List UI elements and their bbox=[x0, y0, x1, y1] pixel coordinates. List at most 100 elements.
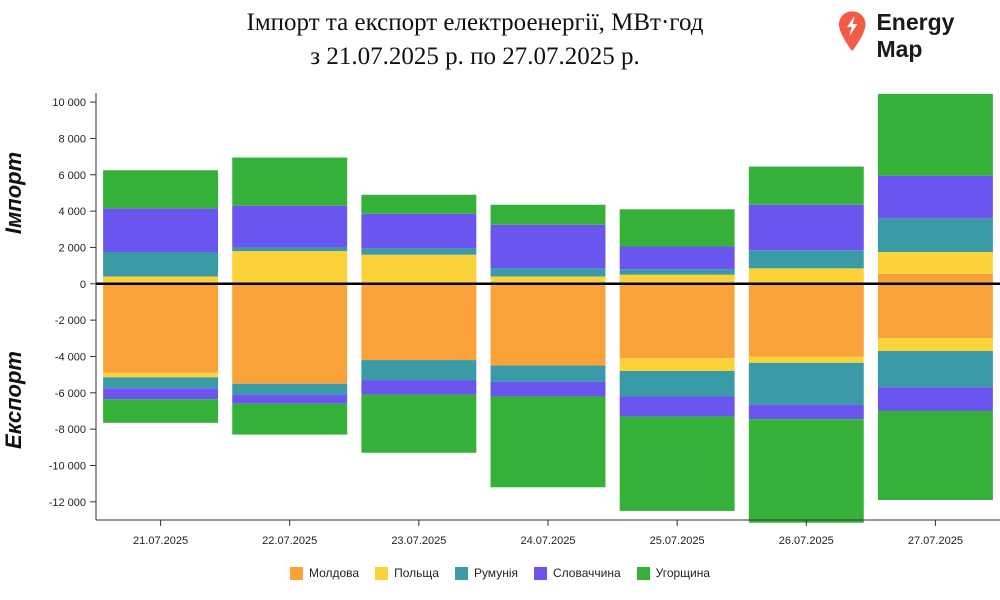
y-axis: 10 000 8 000 6 000 4 000 2 000 0 -2 000 -4 000 -… bbox=[49, 93, 97, 520]
legend-label: Словаччина bbox=[552, 566, 621, 580]
y-tick-label: 2 000 bbox=[58, 242, 86, 254]
bar-import[interactable] bbox=[877, 251, 993, 274]
bar-export[interactable] bbox=[490, 381, 606, 397]
bar-import[interactable] bbox=[103, 208, 219, 252]
bar-export[interactable] bbox=[103, 388, 219, 400]
legend-label: Молдова bbox=[308, 566, 360, 580]
bar-export[interactable] bbox=[877, 351, 993, 388]
bar-export[interactable] bbox=[877, 283, 993, 339]
bar-import[interactable] bbox=[490, 268, 606, 277]
bar-export[interactable] bbox=[619, 396, 735, 417]
legend-swatch bbox=[289, 566, 303, 580]
bar-import[interactable] bbox=[877, 218, 993, 252]
bar-export[interactable] bbox=[490, 396, 606, 488]
bar-export[interactable] bbox=[619, 283, 735, 359]
bar-export[interactable] bbox=[619, 371, 735, 397]
bar-export[interactable] bbox=[748, 356, 864, 363]
bar-import[interactable] bbox=[490, 224, 606, 269]
chart-title-line-2: з 21.07.2025 р. по 27.07.2025 р. bbox=[310, 43, 640, 70]
bar-import[interactable] bbox=[490, 276, 606, 284]
bar-export[interactable] bbox=[619, 358, 735, 372]
y-tick-label: -12 000 bbox=[49, 497, 86, 509]
y-tick-label: -8 000 bbox=[55, 424, 86, 436]
bar-import[interactable] bbox=[361, 213, 477, 249]
bar-export[interactable] bbox=[103, 377, 219, 389]
bar-import[interactable] bbox=[490, 204, 606, 225]
y-tick-label: 0 bbox=[80, 279, 86, 291]
legend-swatch bbox=[454, 566, 468, 580]
bar-export[interactable] bbox=[232, 403, 348, 435]
import-axis-label: Імпорт bbox=[1, 152, 26, 234]
bar-import[interactable] bbox=[748, 250, 864, 269]
y-tick-label: -4 000 bbox=[55, 351, 86, 363]
export-axis-label: Експорт bbox=[1, 351, 26, 449]
bar-export[interactable] bbox=[490, 365, 606, 382]
bar-export[interactable] bbox=[103, 372, 219, 378]
bar-import[interactable] bbox=[361, 254, 477, 284]
x-tick-label: 25.07.2025 bbox=[650, 535, 705, 547]
x-tick-label: 24.07.2025 bbox=[520, 535, 575, 547]
legend-label: Польща bbox=[394, 566, 439, 580]
legend-swatch bbox=[375, 566, 389, 580]
bar-import[interactable] bbox=[877, 273, 993, 284]
bar-export[interactable] bbox=[748, 362, 864, 405]
legend-swatch bbox=[636, 566, 650, 580]
chart-area: Імпорт Експорт 10 000 8 000 6 000 4 000 2 00… bbox=[1, 93, 1000, 547]
bar-import[interactable] bbox=[103, 276, 219, 284]
bar-export[interactable] bbox=[748, 419, 864, 523]
bar-export[interactable] bbox=[361, 360, 477, 381]
bar-import[interactable] bbox=[232, 251, 348, 284]
chart-title: Імпорт та експорт електроенергії, МВт·го… bbox=[150, 6, 800, 74]
legend-item[interactable]: Румунія bbox=[454, 566, 518, 580]
legend-label: Угорщина bbox=[655, 566, 711, 580]
bar-import[interactable] bbox=[619, 246, 735, 270]
bar-export[interactable] bbox=[748, 283, 864, 357]
bar-import[interactable] bbox=[748, 204, 864, 251]
bar-export[interactable] bbox=[877, 387, 993, 411]
bar-import[interactable] bbox=[232, 157, 348, 206]
legend-item[interactable]: Молдова bbox=[289, 566, 360, 580]
bar-import[interactable] bbox=[748, 166, 864, 205]
legend-item[interactable]: Словаччина bbox=[533, 566, 621, 580]
bar-export[interactable] bbox=[748, 404, 864, 420]
bar-export[interactable] bbox=[361, 380, 477, 395]
legend-swatch bbox=[533, 566, 547, 580]
y-tick-label: -6 000 bbox=[55, 388, 86, 400]
bar-export[interactable] bbox=[877, 338, 993, 352]
bar-import[interactable] bbox=[748, 268, 864, 284]
y-tick-label: 8 000 bbox=[58, 133, 86, 145]
chart-title-line-1: Імпорт та експорт електроенергії, МВт·го… bbox=[246, 9, 704, 36]
legend-item[interactable]: Угорщина bbox=[636, 566, 711, 580]
y-tick-label: -2 000 bbox=[55, 315, 86, 327]
x-tick-label: 21.07.2025 bbox=[133, 535, 188, 547]
y-tick-label: -10 000 bbox=[49, 460, 86, 472]
bar-import[interactable] bbox=[619, 209, 735, 247]
bar-import[interactable] bbox=[103, 251, 219, 277]
legend: Молдова Польща Румунія Словаччина Угорщина bbox=[0, 566, 1000, 580]
bar-export[interactable] bbox=[103, 283, 219, 373]
bar-import[interactable] bbox=[232, 247, 348, 252]
bar-import[interactable] bbox=[232, 205, 348, 248]
bar-export[interactable] bbox=[361, 394, 477, 453]
y-tick-label: 10 000 bbox=[52, 97, 86, 109]
bar-import[interactable] bbox=[877, 175, 993, 219]
bar-import[interactable] bbox=[877, 93, 993, 176]
legend-item[interactable]: Польща bbox=[375, 566, 439, 580]
bar-export[interactable] bbox=[232, 283, 348, 384]
brand-logo[interactable]: Energy Map bbox=[838, 6, 1000, 66]
bars bbox=[96, 93, 1000, 523]
bar-export[interactable] bbox=[361, 283, 477, 361]
bar-import[interactable] bbox=[361, 194, 477, 214]
bar-export[interactable] bbox=[232, 394, 348, 404]
bar-export[interactable] bbox=[490, 283, 606, 366]
bar-export[interactable] bbox=[232, 383, 348, 395]
bar-import[interactable] bbox=[361, 248, 477, 255]
bar-import[interactable] bbox=[619, 274, 735, 284]
bar-export[interactable] bbox=[619, 416, 735, 511]
bar-export[interactable] bbox=[103, 399, 219, 423]
bar-export[interactable] bbox=[877, 410, 993, 501]
y-tick-label: 4 000 bbox=[58, 206, 86, 218]
bar-import[interactable] bbox=[619, 269, 735, 275]
x-tick-label: 27.07.2025 bbox=[908, 535, 963, 547]
bar-import[interactable] bbox=[103, 170, 219, 209]
